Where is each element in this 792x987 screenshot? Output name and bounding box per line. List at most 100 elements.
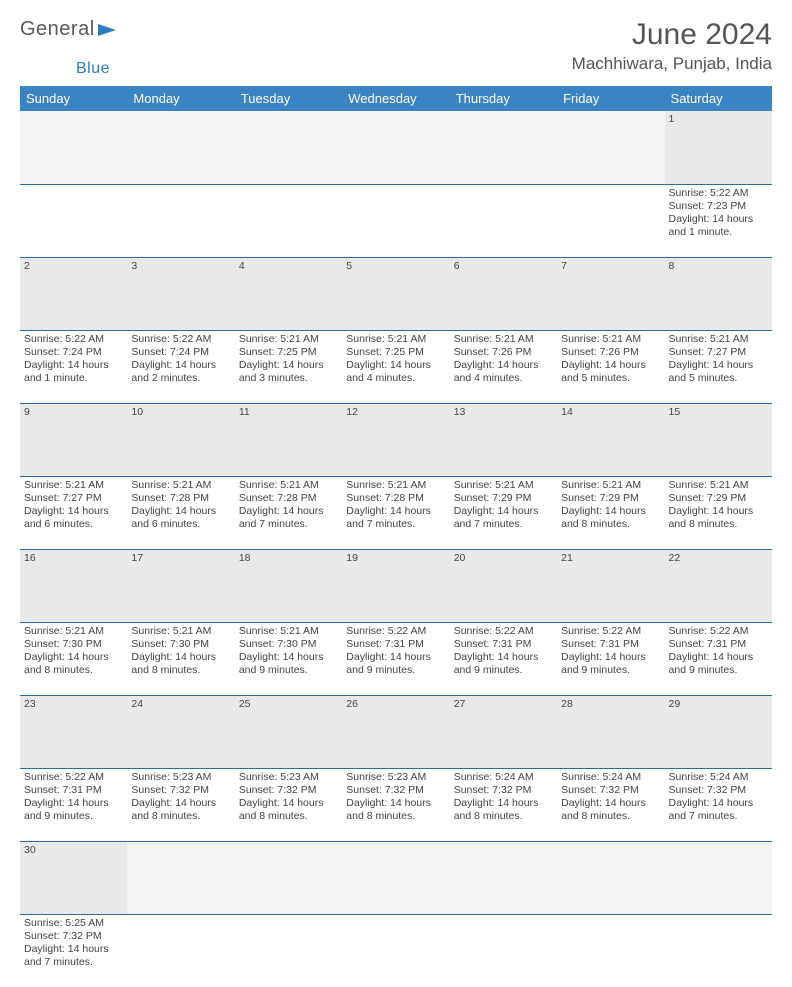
daylight-line: Daylight: 14 hours and 8 minutes. xyxy=(239,797,338,823)
sunset-line: Sunset: 7:25 PM xyxy=(239,346,338,359)
day-cell: Sunrise: 5:21 AMSunset: 7:25 PMDaylight:… xyxy=(342,330,449,403)
day-number-cell: 4 xyxy=(235,257,342,330)
sunset-line: Sunset: 7:28 PM xyxy=(239,492,338,505)
daylight-line: Daylight: 14 hours and 8 minutes. xyxy=(346,797,445,823)
day-number-cell: 3 xyxy=(127,257,234,330)
day-number-cell: 30 xyxy=(20,841,127,914)
daylight-line: Daylight: 14 hours and 9 minutes. xyxy=(669,651,768,677)
day-cell: Sunrise: 5:22 AMSunset: 7:24 PMDaylight:… xyxy=(20,330,127,403)
sunset-line: Sunset: 7:26 PM xyxy=(561,346,660,359)
daylight-line: Daylight: 14 hours and 1 minute. xyxy=(669,213,768,239)
sunset-line: Sunset: 7:29 PM xyxy=(454,492,553,505)
sunrise-line: Sunrise: 5:22 AM xyxy=(669,187,768,200)
daylight-line: Daylight: 14 hours and 7 minutes. xyxy=(346,505,445,531)
sunset-line: Sunset: 7:31 PM xyxy=(346,638,445,651)
day-number-cell: 8 xyxy=(665,257,772,330)
day-cell: Sunrise: 5:21 AMSunset: 7:28 PMDaylight:… xyxy=(127,476,234,549)
sunrise-line: Sunrise: 5:24 AM xyxy=(669,771,768,784)
brand-logo: General xyxy=(20,18,120,41)
daylight-line: Daylight: 14 hours and 6 minutes. xyxy=(131,505,230,531)
day-cell: Sunrise: 5:25 AMSunset: 7:32 PMDaylight:… xyxy=(20,914,127,987)
day-cell: Sunrise: 5:24 AMSunset: 7:32 PMDaylight:… xyxy=(557,768,664,841)
day-cell xyxy=(342,184,449,257)
sunrise-line: Sunrise: 5:22 AM xyxy=(454,625,553,638)
sunset-line: Sunset: 7:32 PM xyxy=(669,784,768,797)
day-cell: Sunrise: 5:22 AMSunset: 7:24 PMDaylight:… xyxy=(127,330,234,403)
week-content-row: Sunrise: 5:21 AMSunset: 7:27 PMDaylight:… xyxy=(20,476,772,549)
sunset-line: Sunset: 7:31 PM xyxy=(669,638,768,651)
sunrise-line: Sunrise: 5:25 AM xyxy=(24,917,123,930)
location-line: Machhiwara, Punjab, India xyxy=(572,54,772,74)
daylight-line: Daylight: 14 hours and 4 minutes. xyxy=(454,359,553,385)
sunrise-line: Sunrise: 5:21 AM xyxy=(454,333,553,346)
week-number-row: 1 xyxy=(20,111,772,184)
daylight-line: Daylight: 14 hours and 8 minutes. xyxy=(454,797,553,823)
day-number-cell: 12 xyxy=(342,403,449,476)
brand-part1: General xyxy=(20,18,95,41)
day-cell: Sunrise: 5:21 AMSunset: 7:28 PMDaylight:… xyxy=(235,476,342,549)
daylight-line: Daylight: 14 hours and 9 minutes. xyxy=(346,651,445,677)
day-cell: Sunrise: 5:23 AMSunset: 7:32 PMDaylight:… xyxy=(235,768,342,841)
sunrise-line: Sunrise: 5:23 AM xyxy=(346,771,445,784)
daylight-line: Daylight: 14 hours and 7 minutes. xyxy=(239,505,338,531)
sunrise-line: Sunrise: 5:22 AM xyxy=(24,771,123,784)
sunset-line: Sunset: 7:32 PM xyxy=(239,784,338,797)
day-number-cell: 11 xyxy=(235,403,342,476)
sunrise-line: Sunrise: 5:22 AM xyxy=(669,625,768,638)
day-cell: Sunrise: 5:22 AMSunset: 7:31 PMDaylight:… xyxy=(557,622,664,695)
week-number-row: 16171819202122 xyxy=(20,549,772,622)
week-number-row: 30 xyxy=(20,841,772,914)
day-number-cell xyxy=(342,111,449,184)
day-number-cell xyxy=(342,841,449,914)
week-content-row: Sunrise: 5:22 AMSunset: 7:23 PMDaylight:… xyxy=(20,184,772,257)
sunrise-line: Sunrise: 5:21 AM xyxy=(561,479,660,492)
day-cell: Sunrise: 5:23 AMSunset: 7:32 PMDaylight:… xyxy=(342,768,449,841)
day-cell xyxy=(235,914,342,987)
daylight-line: Daylight: 14 hours and 5 minutes. xyxy=(669,359,768,385)
day-number-cell: 25 xyxy=(235,695,342,768)
day-number-cell: 22 xyxy=(665,549,772,622)
sunrise-line: Sunrise: 5:22 AM xyxy=(346,625,445,638)
day-header: Wednesday xyxy=(342,86,449,111)
sunset-line: Sunset: 7:29 PM xyxy=(669,492,768,505)
daylight-line: Daylight: 14 hours and 8 minutes. xyxy=(131,651,230,677)
day-number-cell: 18 xyxy=(235,549,342,622)
sunrise-line: Sunrise: 5:21 AM xyxy=(24,479,123,492)
day-cell xyxy=(450,914,557,987)
sunset-line: Sunset: 7:31 PM xyxy=(454,638,553,651)
sunset-line: Sunset: 7:32 PM xyxy=(561,784,660,797)
sunrise-line: Sunrise: 5:24 AM xyxy=(561,771,660,784)
daylight-line: Daylight: 14 hours and 8 minutes. xyxy=(561,505,660,531)
sunrise-line: Sunrise: 5:21 AM xyxy=(239,625,338,638)
day-cell: Sunrise: 5:21 AMSunset: 7:26 PMDaylight:… xyxy=(557,330,664,403)
day-number-cell: 14 xyxy=(557,403,664,476)
week-number-row: 9101112131415 xyxy=(20,403,772,476)
day-cell: Sunrise: 5:22 AMSunset: 7:31 PMDaylight:… xyxy=(450,622,557,695)
sunrise-line: Sunrise: 5:21 AM xyxy=(24,625,123,638)
day-cell xyxy=(557,184,664,257)
day-cell: Sunrise: 5:22 AMSunset: 7:31 PMDaylight:… xyxy=(342,622,449,695)
sunrise-line: Sunrise: 5:24 AM xyxy=(454,771,553,784)
daylight-line: Daylight: 14 hours and 1 minute. xyxy=(24,359,123,385)
week-content-row: Sunrise: 5:25 AMSunset: 7:32 PMDaylight:… xyxy=(20,914,772,987)
sunset-line: Sunset: 7:32 PM xyxy=(131,784,230,797)
day-number-cell xyxy=(20,111,127,184)
sunrise-line: Sunrise: 5:23 AM xyxy=(131,771,230,784)
day-cell: Sunrise: 5:22 AMSunset: 7:31 PMDaylight:… xyxy=(20,768,127,841)
day-cell: Sunrise: 5:23 AMSunset: 7:32 PMDaylight:… xyxy=(127,768,234,841)
day-cell xyxy=(20,184,127,257)
daylight-line: Daylight: 14 hours and 4 minutes. xyxy=(346,359,445,385)
sunrise-line: Sunrise: 5:21 AM xyxy=(561,333,660,346)
day-number-cell: 6 xyxy=(450,257,557,330)
day-cell: Sunrise: 5:21 AMSunset: 7:25 PMDaylight:… xyxy=(235,330,342,403)
month-title: June 2024 xyxy=(572,18,772,52)
day-cell: Sunrise: 5:21 AMSunset: 7:30 PMDaylight:… xyxy=(235,622,342,695)
day-number-cell: 26 xyxy=(342,695,449,768)
brand-part2: Blue xyxy=(76,60,110,78)
day-cell xyxy=(557,914,664,987)
sunset-line: Sunset: 7:23 PM xyxy=(669,200,768,213)
calendar-table: SundayMondayTuesdayWednesdayThursdayFrid… xyxy=(20,86,772,987)
sunset-line: Sunset: 7:30 PM xyxy=(239,638,338,651)
day-cell: Sunrise: 5:24 AMSunset: 7:32 PMDaylight:… xyxy=(665,768,772,841)
day-number-cell: 20 xyxy=(450,549,557,622)
